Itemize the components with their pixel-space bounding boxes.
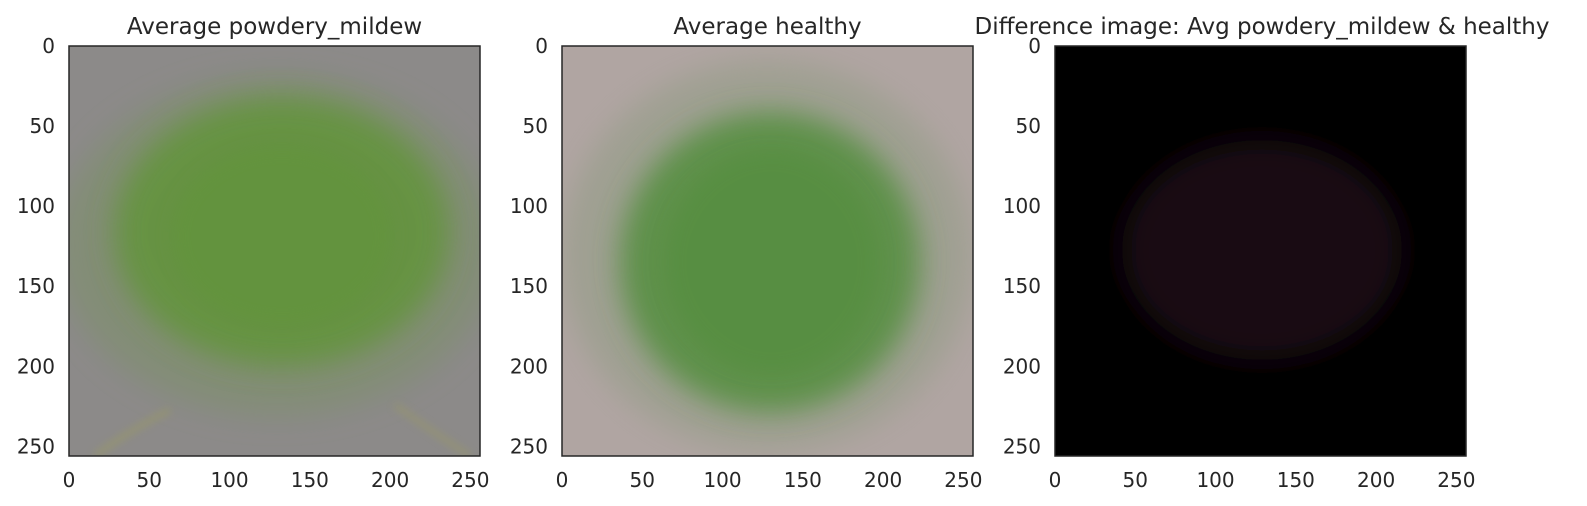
y-tick-label: 50 <box>523 114 548 138</box>
y-tick-label: 50 <box>30 114 55 138</box>
x-tick-label: 200 <box>1357 468 1395 492</box>
x-tick-label: 100 <box>703 468 741 492</box>
x-tick-label: 50 <box>630 468 655 492</box>
y-tick-label: 0 <box>535 34 548 58</box>
y-tick-label: 150 <box>1003 274 1041 298</box>
stem-left <box>93 407 172 456</box>
x-tick-label: 100 <box>210 468 248 492</box>
y-tick-label: 50 <box>1016 114 1041 138</box>
y-tick-label: 100 <box>1003 194 1041 218</box>
difference-image <box>1055 46 1466 456</box>
x-tick-label: 250 <box>1437 468 1475 492</box>
panel-difference: Difference image: Avg powdery_mildew & h… <box>974 14 1549 492</box>
y-tick-label: 200 <box>510 354 548 378</box>
axes-frame <box>1054 45 1467 457</box>
leaf-blob-core <box>172 146 392 326</box>
x-tick-label: 0 <box>556 468 569 492</box>
y-tick-label: 150 <box>17 274 55 298</box>
x-tick-label: 200 <box>371 468 409 492</box>
panel-powdery-mildew: Average powdery_mildew 0 50 100 150 200 250 0… <box>17 14 490 492</box>
x-tick-label: 150 <box>291 468 329 492</box>
panel-title: Difference image: Avg powdery_mildew & h… <box>974 14 1549 40</box>
difference-blob <box>1122 140 1402 360</box>
y-tick-labels: 0 50 100 150 200 250 <box>1003 34 1041 458</box>
axes-frame <box>68 45 481 457</box>
axes-frame <box>561 45 974 457</box>
y-tick-label: 100 <box>17 194 55 218</box>
y-tick-labels: 0 50 100 150 200 250 <box>510 34 548 458</box>
x-tick-label: 50 <box>1123 468 1148 492</box>
y-tick-label: 250 <box>510 434 548 458</box>
x-tick-label: 200 <box>864 468 902 492</box>
x-tick-label: 150 <box>784 468 822 492</box>
y-tick-label: 250 <box>1003 434 1041 458</box>
x-tick-label: 50 <box>137 468 162 492</box>
average-image <box>562 46 973 456</box>
y-tick-label: 100 <box>510 194 548 218</box>
y-tick-label: 150 <box>510 274 548 298</box>
x-tick-labels: 0 50 100 150 200 250 <box>556 468 983 492</box>
x-tick-label: 0 <box>63 468 76 492</box>
x-tick-label: 150 <box>1277 468 1315 492</box>
x-tick-label: 250 <box>451 468 489 492</box>
y-tick-labels: 0 50 100 150 200 250 <box>17 34 55 458</box>
panel-healthy: Average healthy 0 50 100 150 200 250 0 50 100 15… <box>510 14 983 492</box>
stem-right <box>393 402 472 456</box>
x-tick-labels: 0 50 100 150 200 250 <box>63 468 490 492</box>
x-tick-labels: 0 50 100 150 200 250 <box>1049 468 1476 492</box>
leaf-blob-core <box>667 152 877 372</box>
x-tick-label: 100 <box>1196 468 1234 492</box>
x-tick-label: 0 <box>1049 468 1062 492</box>
y-tick-label: 0 <box>1028 34 1041 58</box>
panel-title: Average powdery_mildew <box>127 14 422 40</box>
panel-title: Average healthy <box>673 14 861 40</box>
average-image <box>69 46 480 456</box>
y-tick-label: 200 <box>17 354 55 378</box>
y-tick-label: 200 <box>1003 354 1041 378</box>
y-tick-label: 250 <box>17 434 55 458</box>
x-tick-label: 250 <box>944 468 982 492</box>
y-tick-label: 0 <box>42 34 55 58</box>
